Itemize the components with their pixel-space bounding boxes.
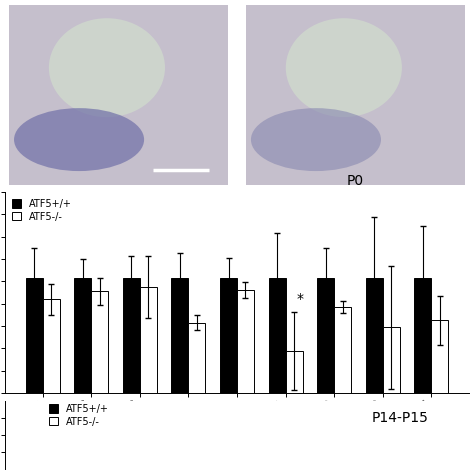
Bar [91,292,109,393]
Bar [43,299,60,393]
Bar [285,351,302,393]
FancyBboxPatch shape [9,5,228,184]
Bar [172,278,189,393]
Bar [237,290,254,393]
Ellipse shape [251,108,381,171]
Ellipse shape [14,108,144,171]
Bar [334,307,351,393]
Bar [123,278,140,393]
Legend: ATF5+/+, ATF5-/-: ATF5+/+, ATF5-/- [9,197,74,224]
Legend: ATF5+/+, ATF5-/-: ATF5+/+, ATF5-/- [47,402,111,429]
Bar [140,287,157,393]
Bar [26,278,43,393]
Bar [269,278,285,393]
Bar [189,323,205,393]
Text: P0: P0 [347,174,364,188]
Bar [220,278,237,393]
Bar [74,278,91,393]
FancyBboxPatch shape [246,5,465,184]
Text: *: * [297,292,304,306]
Bar [414,278,431,393]
Text: P14-P15: P14-P15 [371,411,428,425]
Bar [431,320,448,393]
Bar [383,327,400,393]
Ellipse shape [286,18,402,117]
Bar [317,278,334,393]
Ellipse shape [49,18,165,117]
Bar [365,278,383,393]
